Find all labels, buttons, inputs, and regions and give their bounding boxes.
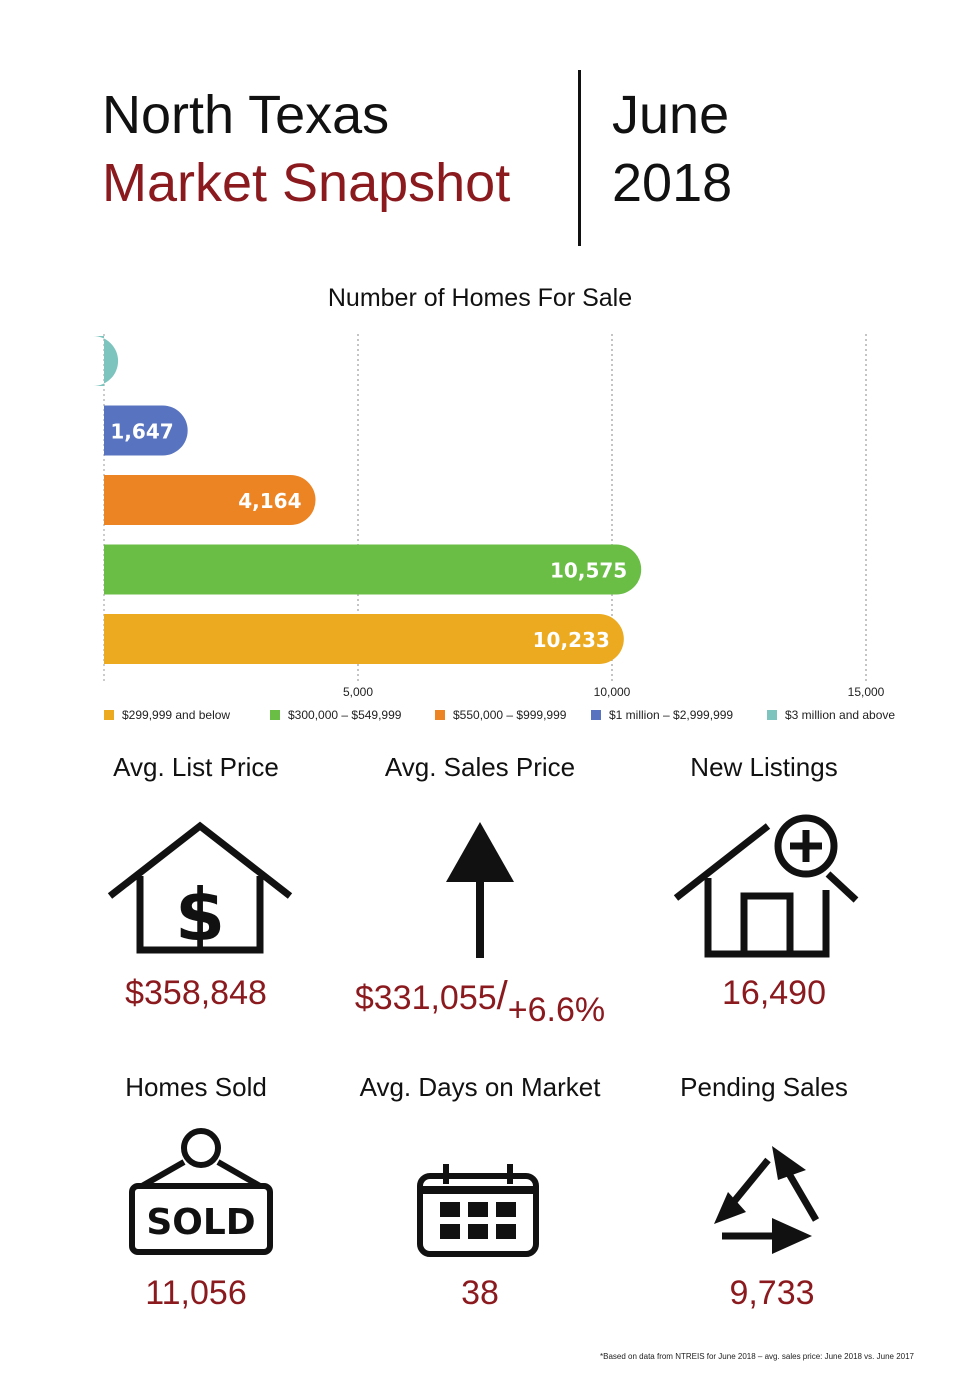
svg-text:$: $	[175, 873, 225, 957]
title-month: June	[612, 85, 730, 145]
homes-for-sale-chart: 277 1,647 4,164 10,575 10,233 5,000 10,000 15,…	[62, 334, 885, 699]
legend-item: $300,000 – $549,999	[270, 708, 401, 722]
chart-ticks: 5,000 10,000 15,000	[343, 685, 885, 699]
avg-sales-price-label: Avg. Sales Price	[384, 752, 576, 782]
bar-value-label: 10,575	[550, 559, 627, 583]
legend-item: $550,000 – $999,999	[435, 708, 566, 722]
avg-list-price-value: $358,848	[125, 974, 267, 1012]
calendar-icon	[417, 1164, 539, 1257]
arrow-up-icon	[446, 822, 514, 958]
sold-sign-icon: SOLD	[129, 1128, 273, 1255]
homes-sold-label: Homes Sold	[125, 1072, 267, 1102]
legend-item: $3 million and above	[767, 708, 895, 722]
chart-bars: 277 1,647 4,164 10,575 10,233	[62, 336, 642, 664]
avg-sales-price-slash: /	[496, 974, 508, 1018]
x-tick-label: 15,000	[848, 685, 885, 699]
bar-value-label: 1,647	[110, 420, 173, 444]
bar-value-label: 4,164	[238, 489, 301, 513]
title-line-1: North Texas	[102, 85, 390, 145]
x-tick-label: 10,000	[594, 685, 631, 699]
legend-label: $300,000 – $549,999	[288, 708, 402, 722]
bar-value-label: 277	[62, 350, 104, 374]
new-listings-label: New Listings	[690, 752, 838, 782]
bar	[104, 544, 642, 595]
title-line-2: Market Snapshot	[102, 153, 511, 213]
bar	[104, 405, 188, 456]
bar-value-label: 10,233	[533, 628, 610, 652]
avg-sales-price-value: $331,055	[354, 979, 497, 1017]
homes-sold-value: 11,056	[145, 1274, 247, 1312]
title-year: 2018	[612, 153, 733, 213]
sold-sign-text: SOLD	[146, 1202, 255, 1243]
chart-legend: $299,999 and below $300,000 – $549,999 $55…	[104, 708, 924, 728]
legend-swatch	[767, 710, 777, 720]
chart-title: Number of Homes For Sale	[327, 284, 633, 312]
house-plus-icon	[673, 814, 859, 958]
legend-item: $1 million – $2,999,999	[591, 708, 733, 722]
legend-label: $299,999 and below	[122, 708, 231, 722]
pending-sales-label: Pending Sales	[680, 1072, 848, 1102]
avg-sales-price-change: +6.6%	[507, 991, 606, 1029]
bar	[104, 475, 316, 525]
legend-swatch	[591, 710, 601, 720]
recycle-arrows-icon	[714, 1146, 820, 1254]
x-tick-label: 5,000	[343, 685, 373, 699]
avg-list-price-label: Avg. List Price	[113, 752, 279, 782]
footnote: *Based on data from NTREIS for June 2018…	[600, 1352, 914, 1361]
house-dollar-icon: $	[107, 821, 293, 957]
bar	[93, 336, 119, 386]
pending-sales-value: 9,733	[729, 1274, 815, 1312]
legend-label: $1 million – $2,999,999	[609, 708, 734, 722]
legend-item: $299,999 and below	[104, 708, 230, 722]
new-listings-value: 16,490	[722, 974, 826, 1012]
avg-days-on-market-value: 38	[461, 1274, 499, 1312]
legend-swatch	[104, 710, 114, 720]
avg-days-on-market-label: Avg. Days on Market	[359, 1072, 601, 1102]
legend-swatch	[270, 710, 280, 720]
legend-label: $550,000 – $999,999	[453, 708, 567, 722]
legend-label: $3 million and above	[785, 708, 896, 722]
avg-sales-price-block: $331,055/+6.6%	[330, 974, 630, 1029]
legend-swatch	[435, 710, 445, 720]
bar	[104, 614, 624, 664]
title-divider	[578, 70, 581, 246]
